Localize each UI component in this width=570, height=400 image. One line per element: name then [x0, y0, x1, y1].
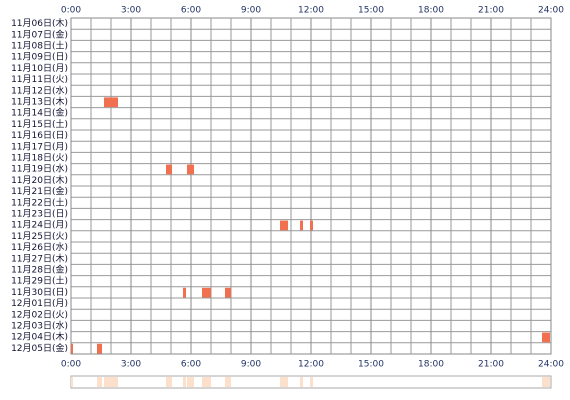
row-label: 11月21日(金) [11, 185, 68, 197]
summary-activity [310, 377, 313, 387]
activity [225, 287, 231, 298]
x-tick-label: 21:00 [478, 6, 504, 16]
row-label: 11月17日(月) [11, 141, 68, 152]
x-tick-label-bottom: 3:00 [121, 360, 141, 370]
x-tick-label-bottom: 12:00 [298, 360, 324, 370]
row-label: 11月10日(月) [11, 63, 68, 74]
row-label: 12月03日(水) [11, 320, 68, 332]
x-tick-label-bottom: 24:00 [538, 360, 564, 370]
row-label: 11月15日(土) [11, 118, 68, 130]
x-tick-label-bottom: 9:00 [241, 360, 261, 370]
activity [104, 97, 118, 108]
row-label: 11月24日(月) [11, 220, 68, 231]
activity [71, 343, 73, 354]
row-label: 11月12日(水) [11, 84, 68, 96]
x-tick-label: 18:00 [418, 6, 444, 16]
x-tick-label: 6:00 [181, 6, 201, 16]
row-label: 11月08日(土) [11, 40, 68, 52]
row-label: 11月26日(水) [11, 241, 68, 253]
row-label: 11月30日(日) [11, 287, 68, 298]
summary-activity [183, 377, 186, 387]
x-tick-label-bottom: 0:00 [61, 360, 81, 370]
activity [187, 164, 194, 175]
summary-activity [71, 377, 73, 387]
x-tick-label-bottom: 15:00 [358, 360, 384, 370]
row-label: 11月06日(木) [11, 17, 68, 29]
x-tick-label: 24:00 [538, 6, 564, 16]
summary-activity [225, 377, 231, 387]
row-label: 11月13日(木) [11, 96, 68, 108]
x-tick-label-bottom: 18:00 [418, 360, 444, 370]
row-label: 12月04日(木) [11, 331, 68, 343]
x-tick-label-bottom: 6:00 [181, 360, 201, 370]
x-tick-label-bottom: 21:00 [478, 360, 504, 370]
row-label: 11月27日(木) [11, 252, 68, 264]
activity [183, 287, 186, 298]
summary-activity [104, 377, 118, 387]
row-label: 11月14日(金) [11, 107, 68, 119]
activity [310, 220, 313, 231]
summary-activity [166, 377, 172, 387]
row-label: 11月07日(金) [11, 28, 68, 40]
summary-activity [202, 377, 211, 387]
row-label: 11月20日(木) [11, 174, 68, 186]
row-label: 11月19日(水) [11, 163, 68, 175]
x-tick-label: 3:00 [121, 6, 141, 16]
activity [280, 220, 288, 231]
activity [97, 343, 102, 354]
row-label: 12月02日(火) [11, 309, 68, 320]
row-label: 11月28日(金) [11, 264, 68, 276]
x-tick-label: 0:00 [61, 6, 81, 16]
row-label: 11月25日(火) [11, 231, 68, 242]
row-label: 11月09日(日) [11, 52, 68, 63]
summary-activity [97, 377, 102, 387]
summary-activity [300, 377, 303, 387]
x-tick-label: 9:00 [241, 6, 261, 16]
activity [300, 220, 303, 231]
row-label: 11月16日(日) [11, 130, 68, 141]
summary-activity [187, 377, 194, 387]
row-label: 12月05日(金) [11, 342, 68, 354]
row-label: 11月18日(火) [11, 153, 68, 164]
x-tick-label: 12:00 [298, 6, 324, 16]
row-label: 11月11日(火) [11, 74, 68, 85]
row-label: 12月01日(月) [11, 298, 68, 309]
activity [166, 164, 172, 175]
row-label: 11月29日(土) [11, 275, 68, 287]
activity [202, 287, 211, 298]
summary-activity [542, 377, 550, 387]
row-label: 11月22日(土) [11, 196, 68, 208]
summary-activity [280, 377, 288, 387]
row-label: 11月23日(日) [11, 209, 68, 220]
x-tick-label: 15:00 [358, 6, 384, 16]
activity [542, 332, 550, 343]
